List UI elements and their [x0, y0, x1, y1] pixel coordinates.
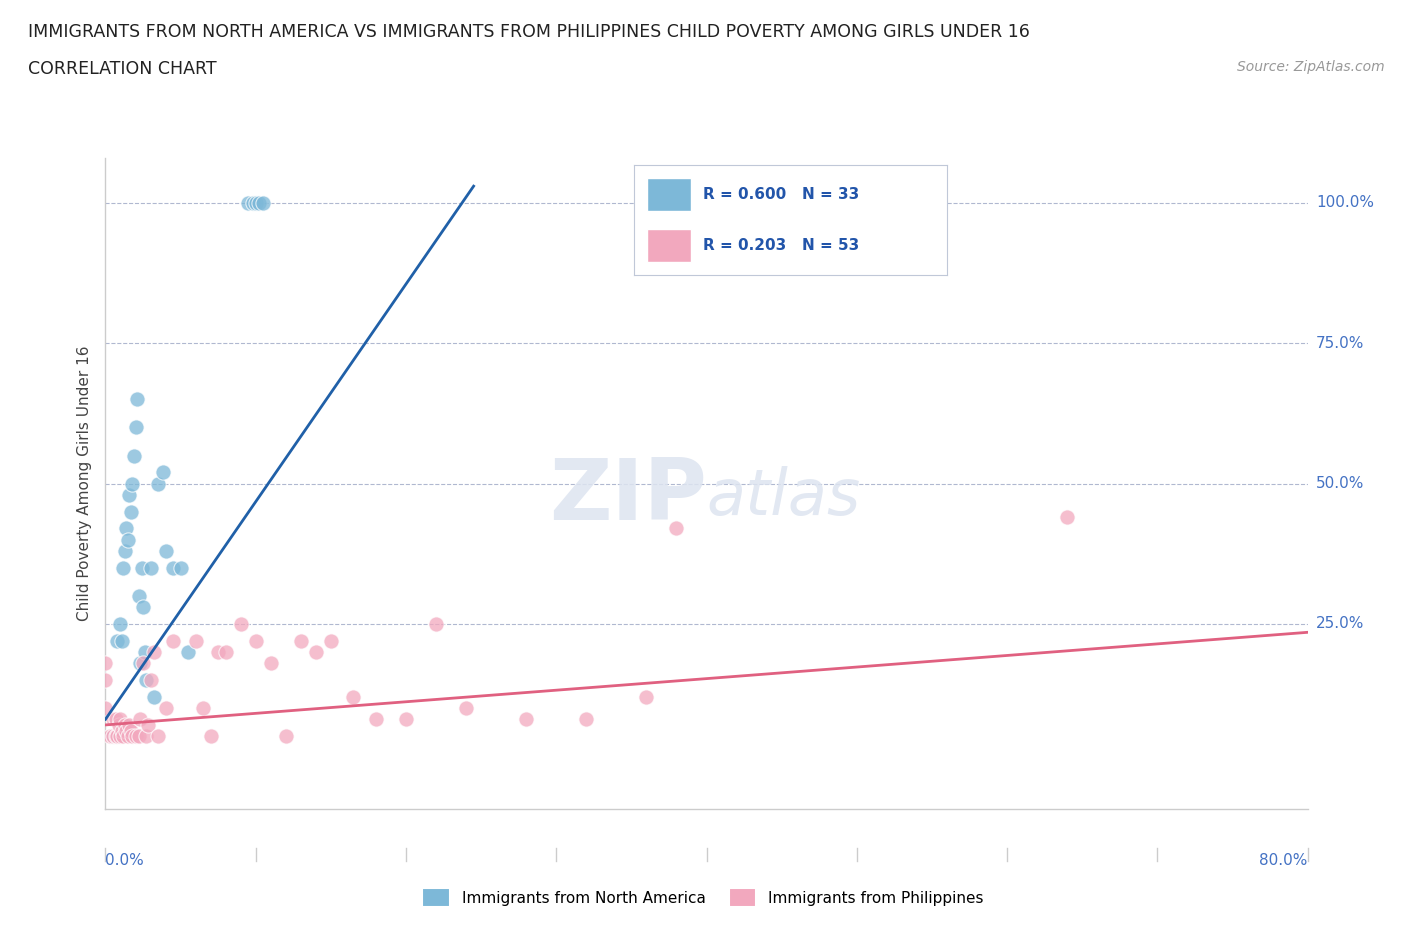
- Point: [114, 543, 136, 558]
- Point: [129, 656, 152, 671]
- Point: [135, 672, 157, 687]
- Point: [117, 532, 139, 547]
- Point: [245, 633, 267, 648]
- Point: [136, 717, 159, 732]
- Point: [104, 729, 127, 744]
- Point: [214, 644, 236, 659]
- Point: [155, 543, 177, 558]
- Point: [247, 195, 270, 210]
- Point: [207, 644, 229, 659]
- Point: [135, 729, 157, 744]
- Point: [242, 195, 264, 210]
- Point: [107, 633, 129, 648]
- Point: [290, 633, 312, 648]
- Point: [665, 521, 688, 536]
- Point: [152, 465, 174, 480]
- Text: 50.0%: 50.0%: [1316, 476, 1364, 491]
- Point: [636, 689, 658, 704]
- Text: atlas: atlas: [707, 466, 860, 527]
- Point: [124, 420, 146, 435]
- Point: [425, 617, 447, 631]
- Point: [94, 656, 117, 671]
- Point: [118, 487, 141, 502]
- Point: [112, 561, 135, 576]
- Point: [120, 504, 142, 519]
- Point: [115, 724, 138, 738]
- Point: [114, 717, 136, 732]
- Point: [108, 717, 131, 732]
- Text: 100.0%: 100.0%: [1316, 195, 1374, 210]
- Point: [120, 724, 142, 738]
- Point: [177, 644, 200, 659]
- Point: [319, 633, 342, 648]
- Text: ZIP: ZIP: [548, 455, 707, 538]
- Point: [110, 617, 132, 631]
- Point: [155, 700, 177, 715]
- Point: [245, 195, 267, 210]
- Text: IMMIGRANTS FROM NORTH AMERICA VS IMMIGRANTS FROM PHILIPPINES CHILD POVERTY AMONG: IMMIGRANTS FROM NORTH AMERICA VS IMMIGRA…: [28, 23, 1031, 41]
- Point: [115, 521, 138, 536]
- Text: Source: ZipAtlas.com: Source: ZipAtlas.com: [1237, 60, 1385, 74]
- Point: [229, 617, 252, 631]
- Point: [575, 711, 598, 726]
- Point: [139, 672, 162, 687]
- Point: [101, 729, 124, 744]
- Point: [132, 600, 155, 615]
- Point: [132, 656, 155, 671]
- Y-axis label: Child Poverty Among Girls Under 16: Child Poverty Among Girls Under 16: [76, 346, 91, 621]
- Point: [129, 711, 152, 726]
- Point: [122, 448, 145, 463]
- Point: [515, 711, 537, 726]
- Text: CORRELATION CHART: CORRELATION CHART: [28, 60, 217, 78]
- Point: [142, 689, 165, 704]
- Point: [107, 729, 129, 744]
- Point: [454, 700, 477, 715]
- Point: [110, 711, 132, 726]
- Point: [125, 392, 148, 406]
- Point: [118, 717, 141, 732]
- Point: [169, 561, 191, 576]
- Point: [274, 729, 297, 744]
- Point: [184, 633, 207, 648]
- Point: [395, 711, 418, 726]
- Point: [162, 633, 184, 648]
- Point: [121, 476, 143, 491]
- Point: [146, 476, 169, 491]
- Point: [139, 561, 162, 576]
- Point: [252, 195, 274, 210]
- Point: [131, 561, 153, 576]
- Point: [101, 711, 124, 726]
- Point: [111, 724, 134, 738]
- Text: 75.0%: 75.0%: [1316, 336, 1364, 351]
- Point: [364, 711, 387, 726]
- Point: [111, 633, 134, 648]
- Legend: Immigrants from North America, Immigrants from Philippines: Immigrants from North America, Immigrant…: [416, 883, 990, 913]
- Point: [200, 729, 222, 744]
- Point: [146, 729, 169, 744]
- Point: [104, 711, 127, 726]
- Point: [238, 195, 260, 210]
- Text: 80.0%: 80.0%: [1260, 853, 1308, 868]
- Point: [98, 729, 121, 744]
- Point: [191, 700, 214, 715]
- Point: [94, 700, 117, 715]
- Point: [112, 729, 135, 744]
- Point: [134, 644, 156, 659]
- Point: [142, 644, 165, 659]
- Text: 0.0%: 0.0%: [105, 853, 145, 868]
- Point: [117, 729, 139, 744]
- Point: [128, 589, 150, 604]
- Text: 25.0%: 25.0%: [1316, 617, 1364, 631]
- Point: [128, 729, 150, 744]
- Point: [305, 644, 328, 659]
- Point: [162, 561, 184, 576]
- Point: [110, 729, 132, 744]
- Point: [101, 729, 124, 744]
- Point: [121, 729, 143, 744]
- Point: [260, 656, 283, 671]
- Point: [342, 689, 364, 704]
- Point: [124, 729, 146, 744]
- Point: [94, 672, 117, 687]
- Point: [1056, 510, 1078, 525]
